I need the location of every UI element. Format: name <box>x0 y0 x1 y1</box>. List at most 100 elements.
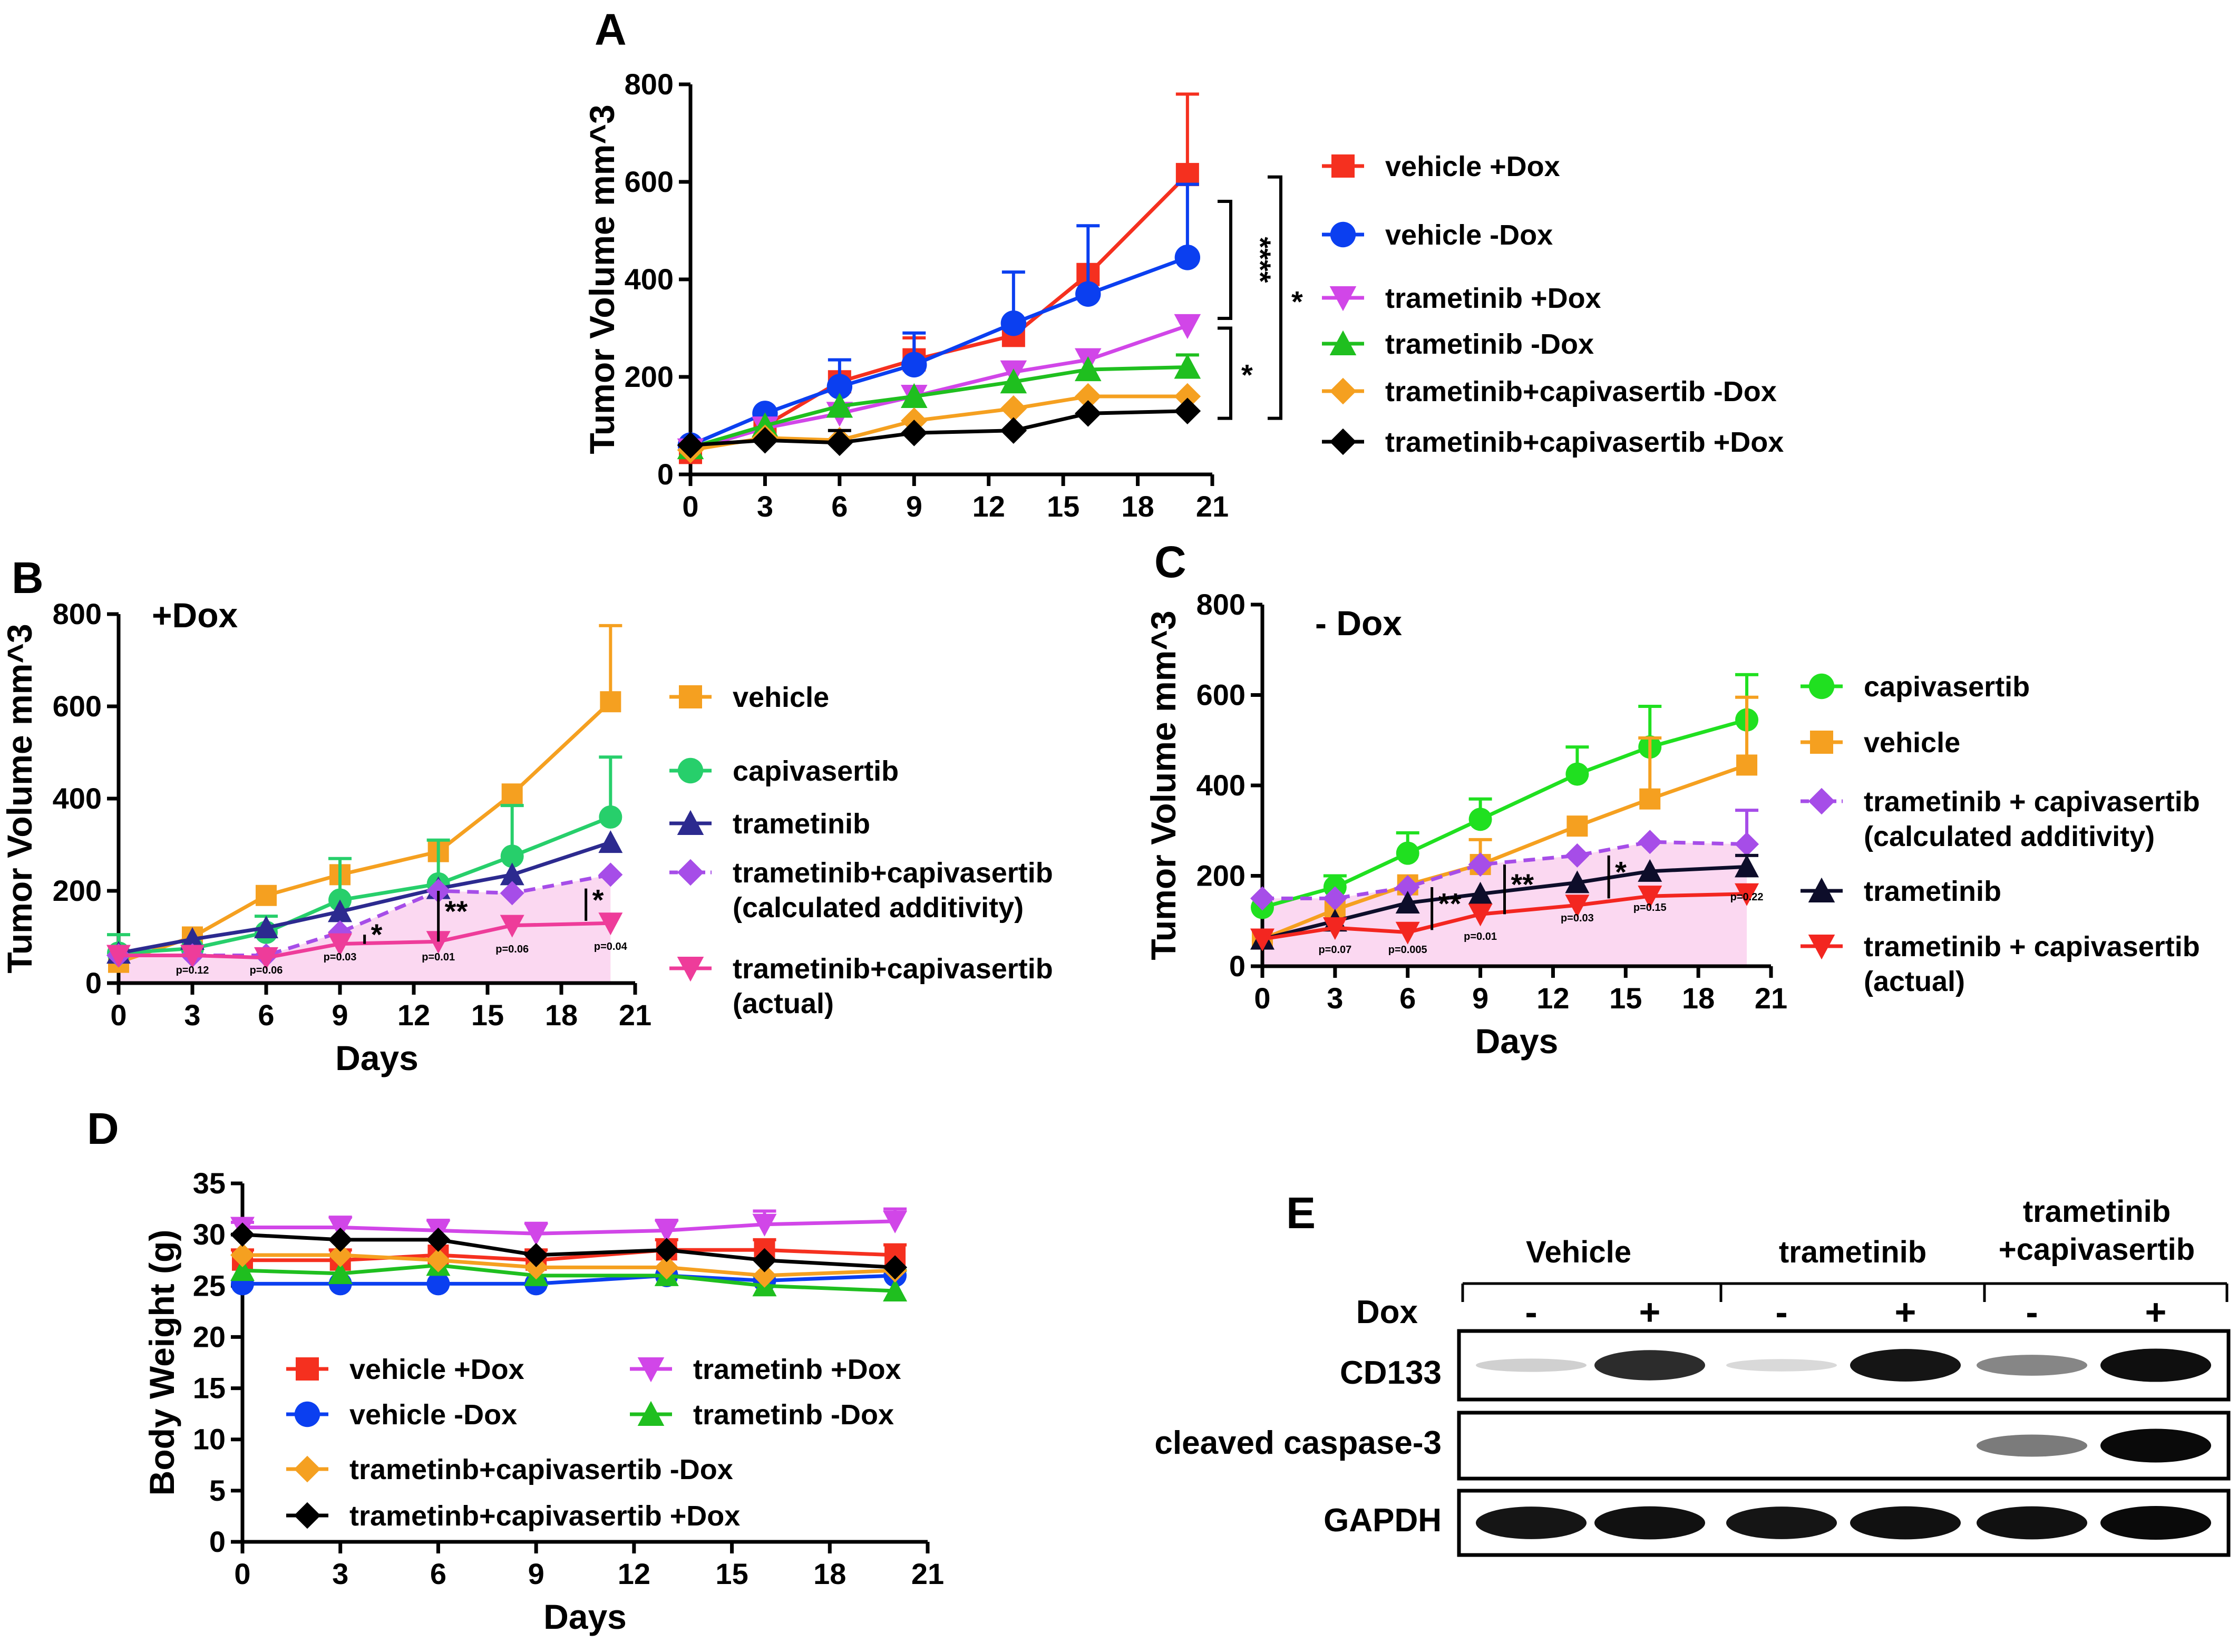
p-value-label: p=0.01 <box>422 951 455 963</box>
panel-c-chart: C - Dox 0 200 400 600 800 0 3 6 9 12 15 18 21 Tumor Vol… <box>1144 537 2200 1061</box>
data-point <box>901 352 927 378</box>
legend-label-cont: (calculated additivity) <box>733 892 1024 924</box>
legend-label: vehicle <box>1864 727 1960 759</box>
x-axis-title: Days <box>335 1038 419 1077</box>
legend-label: vehicle +Dox <box>349 1354 524 1385</box>
data-point <box>826 374 853 400</box>
sig-label: ** <box>1438 887 1462 920</box>
x-tick-label: 3 <box>184 998 200 1032</box>
legend-label: vehicle -Dox <box>1385 219 1553 251</box>
legend-label: trametinib+capivasertib <box>733 953 1053 985</box>
bracket-3 <box>1218 326 1232 420</box>
series-5 <box>230 1222 908 1280</box>
data-point <box>598 862 623 887</box>
legend-label: trametinb -Dox <box>693 1399 894 1431</box>
x-tick-label: 6 <box>258 998 274 1032</box>
legend-item: trametinb+capivasertib -Dox <box>286 1454 733 1485</box>
significance-brackets: ****** <box>1218 175 1303 420</box>
bracket-label-1: **** <box>1244 237 1277 283</box>
legend-marker <box>677 859 704 886</box>
x-tick-label: 18 <box>1121 490 1154 523</box>
y-tick-label: 10 <box>193 1423 226 1456</box>
sig-label: * <box>1615 856 1627 889</box>
x-tick-label: 15 <box>471 998 504 1032</box>
bracket-label-3: * <box>1241 358 1253 391</box>
data-point <box>826 429 853 456</box>
panel-a-chart: A 0 200 400 600 800 0 3 6 9 12 15 18 21 Tumor Volume m… <box>582 5 1784 523</box>
data-point <box>230 1258 255 1281</box>
legend-label: trametinb+capivasertib +Dox <box>349 1500 740 1532</box>
y-tick-label: 0 <box>1229 949 1246 983</box>
data-point <box>600 691 621 713</box>
legend-marker <box>637 1357 665 1383</box>
data-point <box>1468 903 1493 927</box>
legend-label-cont: (actual) <box>733 988 834 1019</box>
legend-marker <box>294 1502 321 1529</box>
legend-item: capivasertib <box>1801 671 2030 703</box>
legend-marker <box>294 1401 320 1427</box>
data-point <box>256 885 277 906</box>
series-4 <box>1250 883 1759 951</box>
data-point <box>598 912 623 936</box>
x-tick-label: 9 <box>1472 982 1488 1015</box>
panel-label-a: A <box>595 5 627 54</box>
y-tick-label: 200 <box>53 874 102 907</box>
y-tick-label: 5 <box>209 1474 226 1507</box>
data-point <box>230 1222 255 1247</box>
band <box>1977 1434 2087 1457</box>
legend-marker <box>1329 377 1357 405</box>
sig-label: ** <box>445 895 468 928</box>
legend-marker <box>677 957 704 982</box>
data-point <box>1395 890 1420 914</box>
y-tick-label: 600 <box>625 165 674 198</box>
y-tick-label: 20 <box>193 1320 226 1353</box>
data-point <box>1396 841 1419 865</box>
x-tick-label: 9 <box>906 490 922 523</box>
x-tick-label: 0 <box>234 1557 250 1590</box>
data-point <box>328 1261 353 1284</box>
data-point <box>1250 928 1274 951</box>
bracket-1 <box>1218 200 1232 320</box>
series-5 <box>677 397 1201 459</box>
data-point <box>106 945 131 968</box>
data-point <box>654 1238 679 1262</box>
x-tick-label: 21 <box>1755 982 1787 1015</box>
legend-marker <box>1329 428 1357 455</box>
legend-label: vehicle -Dox <box>349 1399 517 1431</box>
p-value-label: p=0.22 <box>1730 891 1764 903</box>
x-tick-label: 12 <box>1536 982 1569 1015</box>
data-point <box>328 899 352 922</box>
x-tick-label: 0 <box>1254 982 1270 1015</box>
x-tick-label: 21 <box>911 1557 944 1590</box>
band <box>1726 1359 1837 1372</box>
band <box>1850 1349 1961 1382</box>
data-point <box>180 927 205 950</box>
legend-marker <box>1329 286 1357 312</box>
data-point <box>500 915 524 938</box>
legend-item: vehicle +Dox <box>1322 151 1560 182</box>
band <box>1850 1506 1961 1540</box>
data-point <box>654 1220 679 1243</box>
dox-label: Dox <box>1356 1294 1418 1330</box>
data-point <box>883 1279 908 1301</box>
legend-marker <box>1329 330 1357 355</box>
data-point <box>254 916 278 938</box>
group-label-trametinib: trametinib <box>1779 1235 1926 1269</box>
band <box>1977 1506 2087 1540</box>
blot-row-label: CD133 <box>1340 1355 1442 1391</box>
band <box>2100 1348 2211 1382</box>
data-point <box>500 844 524 868</box>
legend-item: trametinib +Dox <box>1322 283 1601 314</box>
y-tick-label: 400 <box>1196 769 1246 802</box>
x-tick-label: 6 <box>831 490 848 523</box>
legend-item: trametinb -Dox <box>630 1399 894 1431</box>
legend-marker <box>294 1455 321 1483</box>
legend-label: trametinib+capivasertib +Dox <box>1385 426 1784 458</box>
band <box>1726 1507 1837 1539</box>
data-point <box>524 1243 549 1267</box>
x-tick-label: 15 <box>1047 490 1079 523</box>
data-point <box>1735 832 1759 857</box>
data-point <box>426 931 451 954</box>
legend-item: trametinib -Dox <box>1322 328 1594 360</box>
